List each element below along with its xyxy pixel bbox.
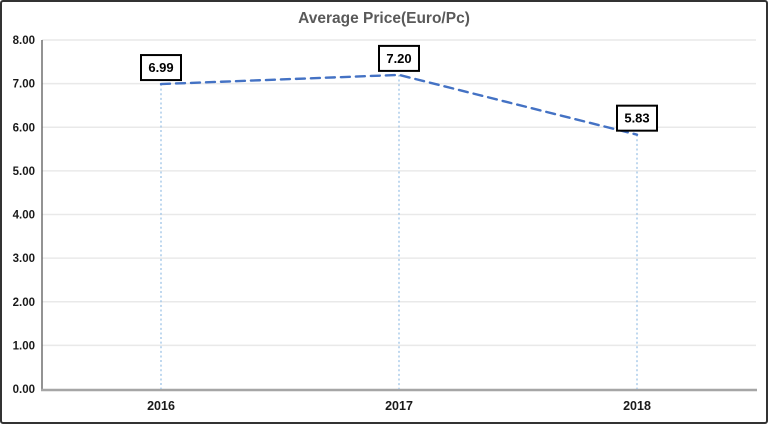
data-label-box [616, 104, 658, 132]
y-axis-tick-label: 2.00 [13, 297, 35, 309]
y-axis-tick-label: 3.00 [13, 253, 35, 265]
data-label: 5.83 [624, 111, 649, 126]
x-axis-tick-label: 2018 [623, 399, 651, 413]
y-axis-tick-label: 5.00 [13, 166, 35, 178]
series-line [159, 73, 639, 136]
plot-area: 0.00 1.00 2.00 3.00 4.00 5.00 6.00 7.00 8.00 2016… [13, 35, 757, 413]
y-axis-tick-label: 1.00 [13, 340, 35, 352]
y-axis-tick-label: 4.00 [13, 210, 35, 222]
data-label-box [378, 44, 420, 72]
x-axis-tick-label: 2016 [147, 399, 175, 413]
y-axis-tick-label: 0.00 [13, 384, 35, 396]
y-axis-tick-label: 6.00 [13, 122, 35, 134]
data-label-box [140, 54, 182, 82]
data-label: 7.20 [386, 51, 411, 66]
x-axis-tick-label: 2017 [385, 399, 413, 413]
y-axis-tick-label: 8.00 [13, 35, 35, 47]
chart-title: Average Price(Euro/Pc) [298, 10, 470, 27]
y-axis-tick-label: 7.00 [13, 79, 35, 91]
data-label: 6.99 [148, 60, 173, 75]
